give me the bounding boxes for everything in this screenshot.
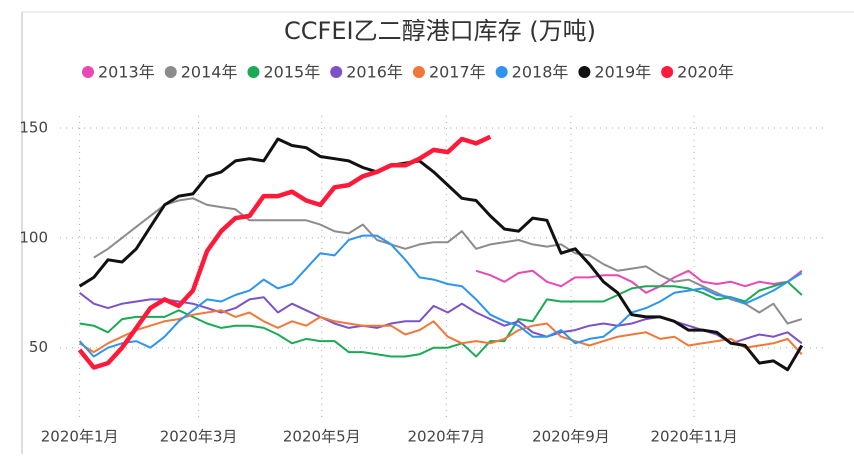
series-line: [78, 137, 804, 372]
legend-marker: [330, 66, 343, 78]
x-tick-label: 2020年7月: [408, 428, 486, 446]
series-line: [79, 280, 803, 358]
legend-label: 2018年: [512, 63, 569, 82]
x-tick-label: 2020年1月: [41, 428, 119, 446]
legend-label: 2015年: [263, 63, 320, 82]
y-tick-label: 100: [19, 228, 48, 246]
y-tick-label: 50: [29, 338, 48, 356]
legend-marker: [578, 66, 591, 78]
x-tick-label: 2020年3月: [160, 428, 238, 446]
legend-marker: [164, 66, 177, 78]
legend-label: 2017年: [429, 63, 486, 82]
legend-label: 2020年: [677, 63, 734, 82]
legend-marker: [412, 66, 425, 78]
chart-title: CCFEI乙二醇港口库存 (万吨): [284, 17, 596, 45]
legend-label: 2016年: [346, 63, 403, 82]
legend-marker: [661, 66, 674, 78]
series-line: [93, 197, 803, 325]
legend-label: 2019年: [594, 63, 651, 82]
x-tick-label: 2020年5月: [283, 428, 361, 446]
series-line: [77, 134, 492, 370]
legend-marker: [247, 66, 260, 78]
y-tick-label: 150: [19, 118, 48, 136]
x-tick-label: 2020年9月: [532, 428, 610, 446]
series-line: [79, 309, 803, 355]
x-tick-label: 2020年11月: [651, 428, 738, 446]
legend-marker: [82, 66, 94, 78]
legend-label: 2014年: [181, 63, 238, 82]
legend-marker: [495, 66, 508, 78]
series-line: [78, 234, 803, 358]
legend-label: 2013年: [98, 63, 155, 82]
